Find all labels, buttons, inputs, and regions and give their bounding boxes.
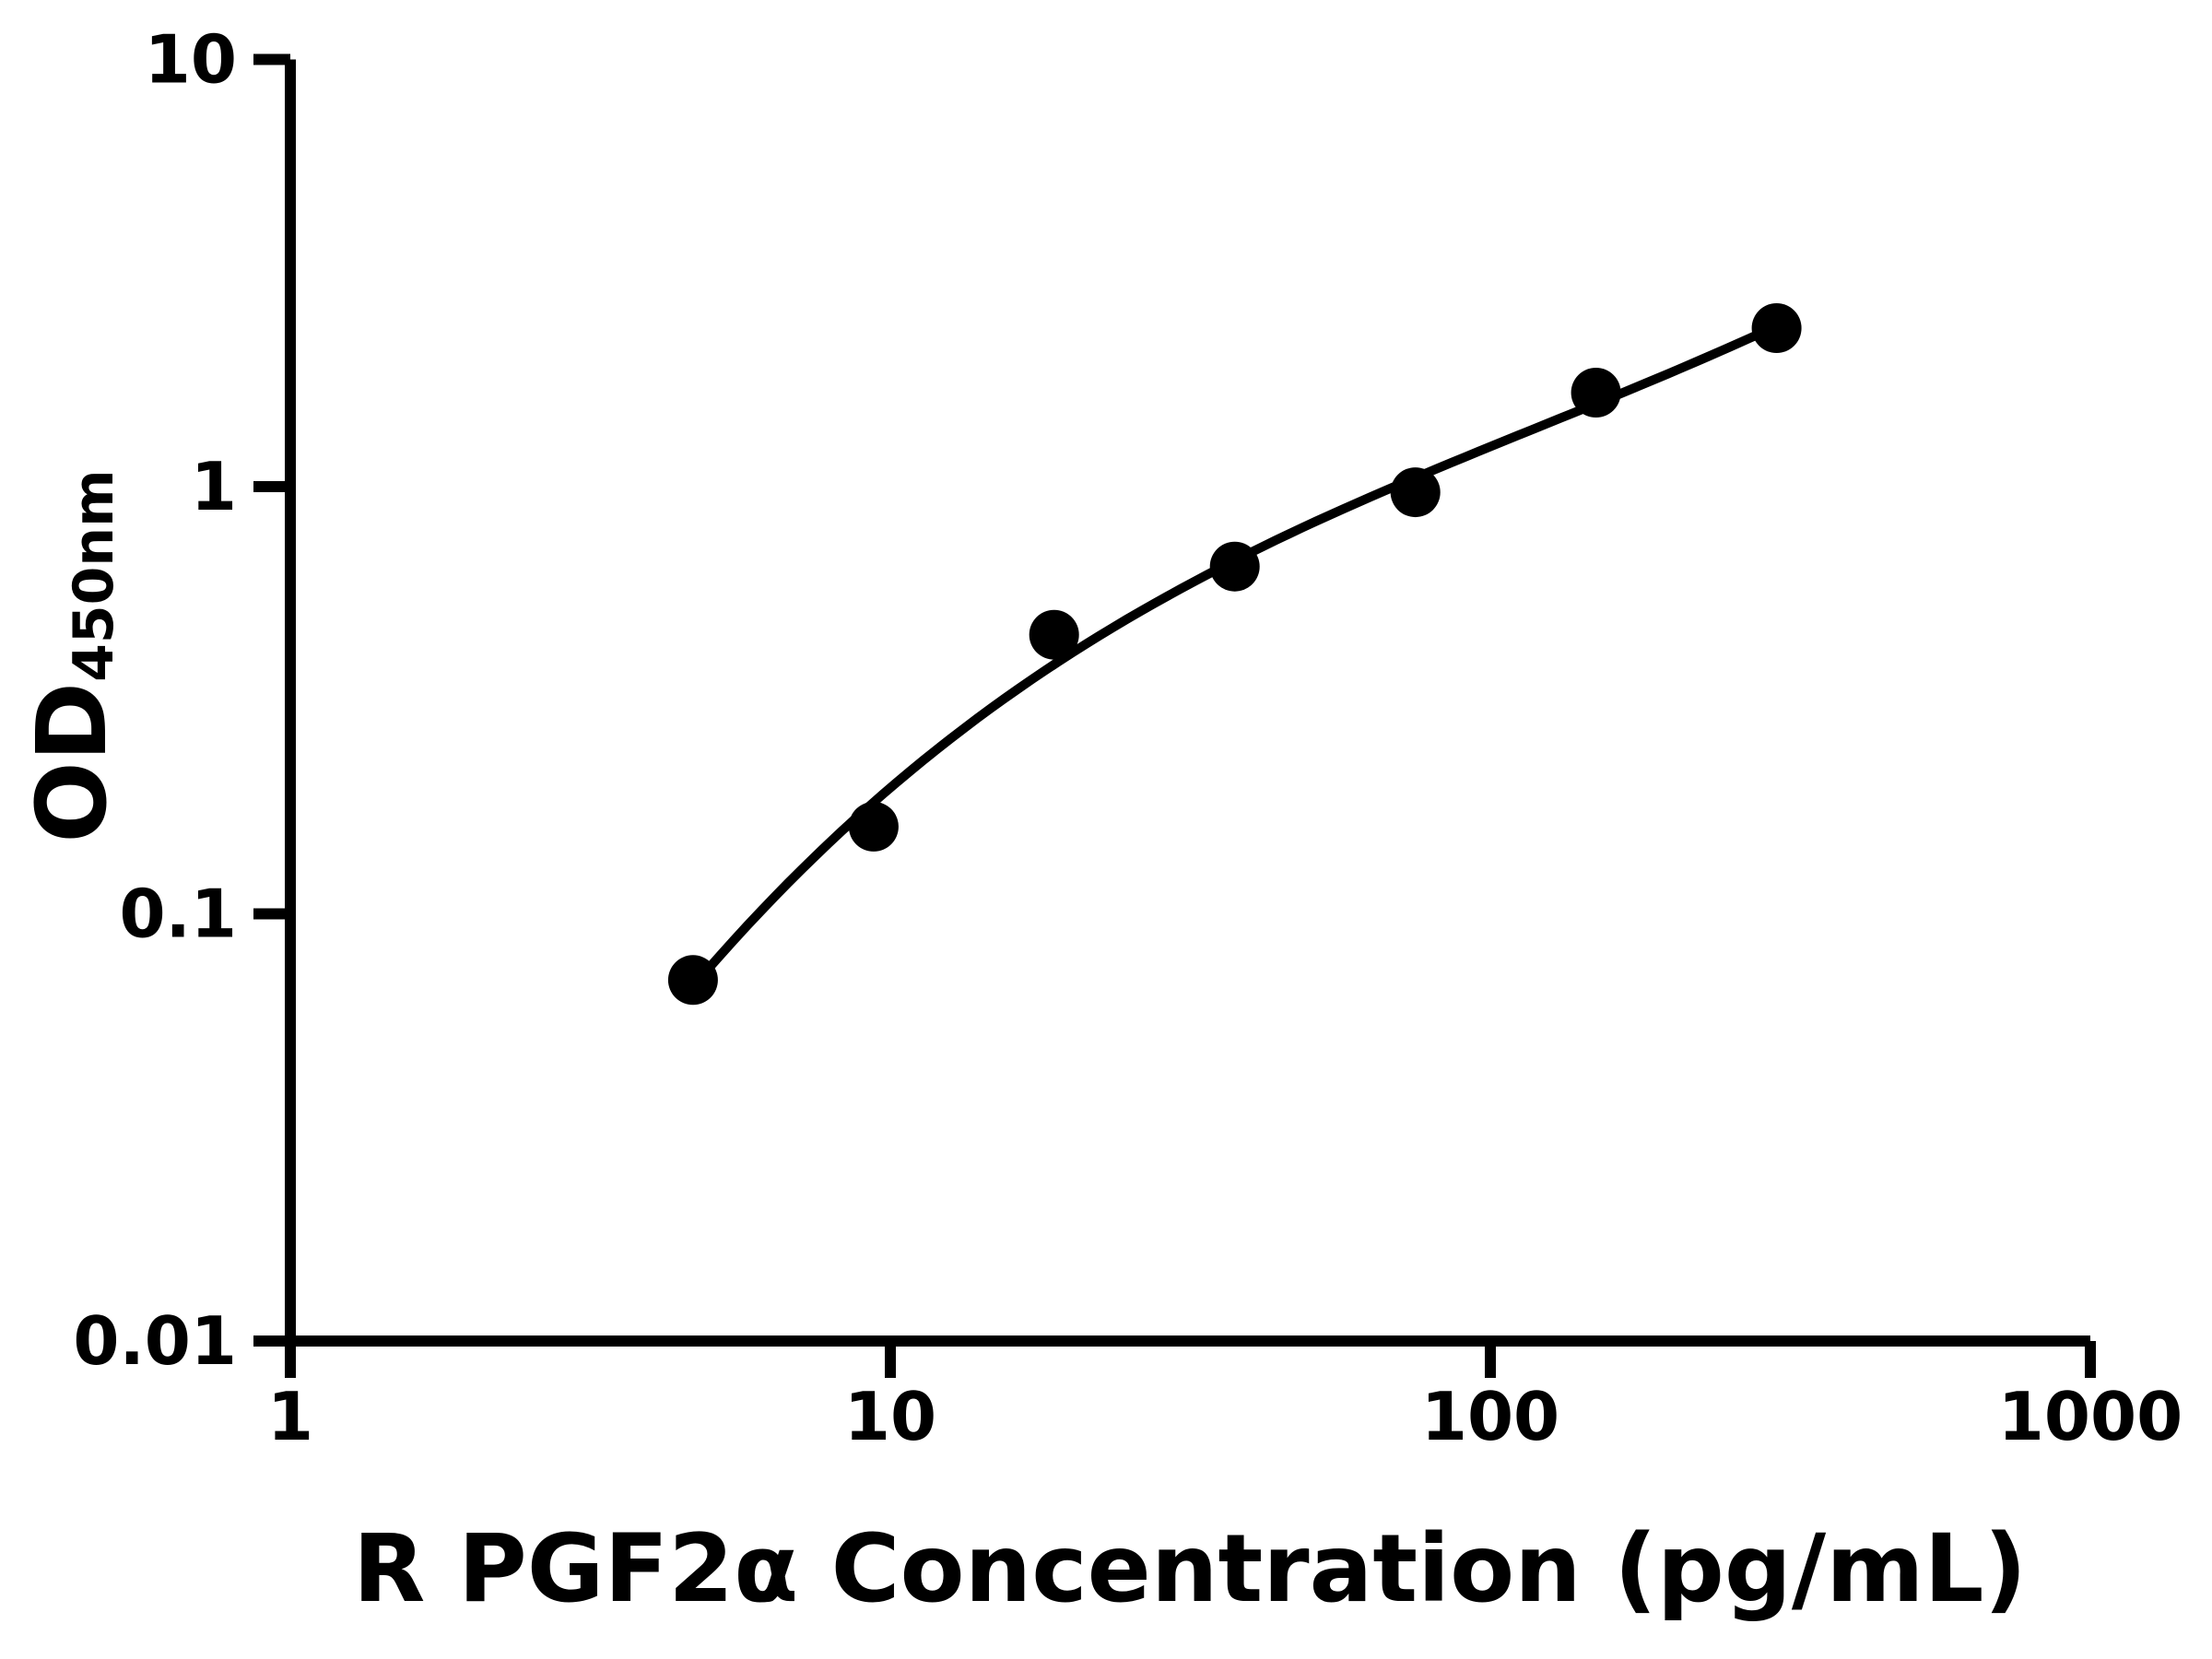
data-point bbox=[1751, 303, 1802, 353]
x-tick-label: 10 bbox=[844, 1378, 936, 1455]
y-tick-label: 10 bbox=[145, 21, 237, 99]
y-tick-label: 0.01 bbox=[73, 1302, 237, 1380]
data-point bbox=[1390, 467, 1441, 518]
x-tick-label: 1 bbox=[267, 1378, 313, 1455]
fit-curve bbox=[688, 321, 1782, 992]
data-point bbox=[1571, 368, 1621, 418]
data-point bbox=[848, 801, 899, 852]
x-tick-label: 100 bbox=[1421, 1378, 1559, 1455]
y-axis-title: OD450nm bbox=[16, 469, 128, 842]
data-point bbox=[667, 955, 718, 1006]
data-point bbox=[1029, 609, 1079, 660]
x-axis-title: R PGF2α Concentration (pg/mL) bbox=[353, 1514, 2027, 1624]
x-tick-label: 1000 bbox=[1998, 1378, 2183, 1455]
axis-spines bbox=[285, 59, 2090, 1347]
plot-area: 1 10 100 1000 0.01 0.1 1 10 bbox=[73, 21, 2183, 1456]
y-tick-label: 1 bbox=[191, 448, 237, 525]
data-point bbox=[1209, 541, 1260, 592]
y-axis-title-main: OD bbox=[16, 682, 128, 843]
y-axis-title-sub: 450nm bbox=[62, 469, 126, 681]
y-tick-label: 0.1 bbox=[119, 876, 237, 953]
